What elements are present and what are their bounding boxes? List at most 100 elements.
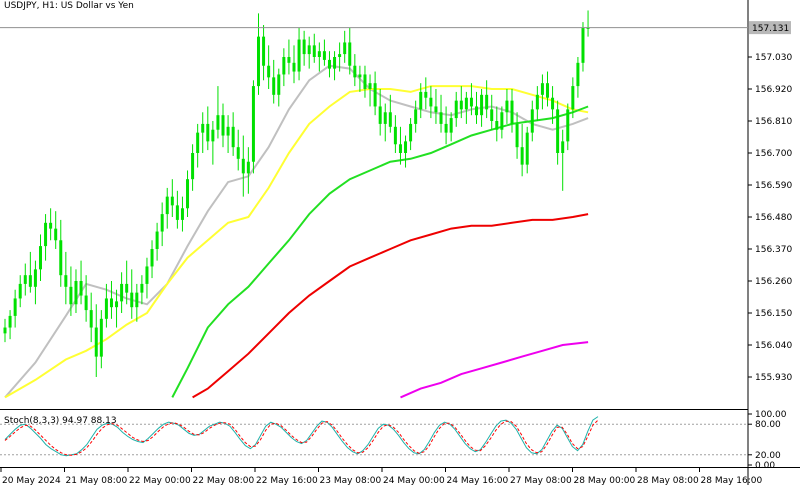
stochastic-main-line [4,416,599,457]
candle-body [353,65,357,78]
candle-body [257,36,260,87]
candle-body [282,57,286,75]
chart-title: USDJPY, H1: US Dollar vs Yen [4,1,134,11]
candle-body [120,283,124,302]
candle-body [201,123,205,133]
candle-body [439,112,443,124]
candle-body [500,112,504,130]
candle-body [480,94,484,116]
candle-body [566,109,570,142]
stochastic-signal-line [4,419,599,456]
candle-body [150,249,154,267]
candle-body [540,83,544,95]
candle-body [99,318,103,357]
candle-body [393,126,397,145]
candle-body [196,132,200,153]
candle-body [272,77,276,95]
candle-body [69,286,73,305]
candle-body [160,214,164,232]
candle-body [267,65,271,78]
time-tick-label: 24 May 16:00 [447,476,509,485]
candle-body [38,246,42,270]
candle-body [449,118,453,133]
price-tick-label: 156.040 [755,341,792,351]
candle-body [551,97,555,110]
price-tick-label: 156.370 [755,245,792,255]
candle-body [191,153,195,180]
candle-body [464,97,468,110]
stochastic-tick-label: 100.00 [755,410,787,420]
candle-body [226,126,230,136]
time-tick-label: 21 May 08:00 [66,476,128,485]
candle-body [54,228,58,241]
candle-body [505,100,509,113]
candle-body [419,91,423,110]
candle-body [363,74,367,89]
candle-body [135,292,139,308]
price-tick-label: 156.150 [755,309,792,319]
time-tick-label: 24 May 00:00 [383,476,445,485]
candle-body [333,57,337,69]
candle-body [525,132,529,165]
candle-body [317,51,321,57]
time-tick-label: 20 May 2024 [2,476,61,485]
candle-body [246,161,250,174]
stochastic-label: Stoch(8,3,3) 94.97 88.13 [4,416,117,426]
candle-body [28,275,32,287]
candle-body [343,42,347,55]
candle-body [398,144,402,153]
candle-body [312,45,316,57]
candle-body [104,298,108,319]
candle-body [358,74,362,78]
time-axis-ticks: 20 May 2024 21 May 08:00 22 May 00:00 22 Ma… [0,467,763,485]
candle-body [490,109,494,121]
candle-body [125,283,129,293]
candle-body [368,83,372,89]
candle-body [459,100,463,110]
time-tick-label: 28 May 16:00 [701,476,763,485]
candle-body [89,310,93,328]
candle-body [520,147,524,165]
time-tick-label: 22 May 00:00 [129,476,191,485]
candle-body [180,208,184,220]
candle-body [186,179,190,209]
current-price-label: 157.131 [752,24,789,34]
candle-body [561,141,565,153]
price-tick-label: 157.030 [755,53,792,63]
candle-body [469,97,473,107]
candle-body [307,45,311,55]
time-tick-label: 28 May 00:00 [574,476,636,485]
candle-body [241,158,245,174]
candle-body [373,83,377,107]
candle-body [109,298,113,308]
candle-body [115,301,119,308]
moving-average-line-green [171,105,589,398]
candle-body [251,86,255,162]
candle-body [302,39,306,55]
candle-body [576,62,580,87]
candle-body [262,36,266,66]
candle-body [79,281,83,296]
candle-body [84,295,88,311]
candle-body [140,283,144,293]
price-tick-label: 156.700 [755,149,792,159]
candle-body [338,54,342,57]
time-tick-label: 28 May 08:00 [637,476,699,485]
stochastic-levels [0,423,748,456]
candle-body [236,147,240,159]
candle-body [211,129,215,142]
moving-averages [4,64,589,399]
candle-body [404,141,408,153]
candle-body [429,97,433,107]
candle-body [424,91,428,98]
time-tick-label: 27 May 08:00 [510,476,572,485]
candle-body [475,106,479,116]
candle-body [434,106,438,113]
stochastic-tick-label: 80.00 [755,420,781,430]
candle-body [571,86,575,110]
time-tick-label: 22 May 08:00 [193,476,255,485]
